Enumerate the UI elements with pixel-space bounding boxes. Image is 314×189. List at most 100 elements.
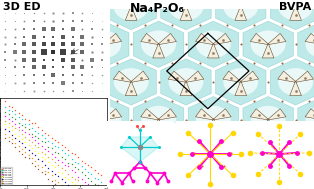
2.0 kHz — [63, 181, 67, 183]
562 Hz — [27, 133, 30, 135]
201 Hz — [20, 118, 24, 121]
Circle shape — [114, 68, 149, 96]
382 Hz — [57, 152, 60, 154]
4.0 kHz — [57, 181, 60, 183]
4.0 kHz — [40, 166, 44, 168]
8.0 kHz — [3, 137, 7, 139]
382 Hz — [50, 147, 54, 149]
100 Hz — [93, 169, 97, 172]
4.0 kHz — [43, 169, 47, 172]
382 Hz — [27, 128, 30, 130]
562 Hz — [43, 148, 47, 150]
Polygon shape — [270, 0, 314, 30]
802 Hz — [33, 144, 37, 146]
100 Hz — [17, 112, 20, 114]
2.0 kHz — [43, 164, 47, 166]
201 Hz — [53, 145, 57, 147]
201 Hz — [14, 113, 17, 115]
100 Hz — [40, 129, 44, 131]
Polygon shape — [196, 109, 214, 120]
Line: 100 Hz: 100 Hz — [5, 101, 102, 175]
Polygon shape — [298, 97, 314, 143]
382 Hz — [63, 158, 67, 160]
4.0 kHz — [7, 136, 11, 138]
802 Hz — [7, 122, 11, 125]
4.0 kHz — [23, 151, 27, 153]
382 Hz — [37, 137, 41, 139]
562 Hz — [73, 171, 77, 174]
100 Hz — [53, 139, 57, 142]
Polygon shape — [86, 109, 105, 120]
Polygon shape — [168, 71, 187, 82]
Polygon shape — [290, 81, 301, 96]
562 Hz — [86, 183, 90, 185]
802 Hz — [76, 179, 80, 182]
Circle shape — [278, 68, 313, 96]
2.0 kHz — [10, 134, 14, 136]
4.0 kHz — [37, 164, 41, 166]
201 Hz — [57, 146, 60, 149]
4.0 kHz — [33, 160, 37, 162]
562 Hz — [76, 176, 80, 178]
Line: 4.0 kHz: 4.0 kHz — [5, 133, 102, 189]
Polygon shape — [212, 33, 231, 45]
562 Hz — [57, 158, 60, 161]
100 Hz — [20, 114, 24, 116]
Polygon shape — [215, 59, 266, 105]
Circle shape — [251, 30, 285, 58]
Polygon shape — [141, 33, 160, 45]
382 Hz — [66, 162, 70, 164]
2.0 kHz — [3, 127, 7, 130]
Line: 1.0 kHz: 1.0 kHz — [5, 124, 102, 189]
1.0 kHz — [53, 166, 57, 168]
382 Hz — [43, 141, 47, 143]
382 Hz — [60, 155, 63, 158]
802 Hz — [53, 161, 57, 163]
Polygon shape — [240, 71, 259, 82]
Circle shape — [196, 106, 231, 133]
8.0 kHz — [37, 167, 41, 170]
Polygon shape — [250, 109, 269, 120]
Polygon shape — [262, 43, 274, 58]
Circle shape — [306, 30, 314, 58]
802 Hz — [23, 136, 27, 138]
1.0 kHz — [27, 144, 30, 146]
2.0 kHz — [40, 160, 44, 162]
802 Hz — [70, 176, 73, 178]
2.0 kHz — [7, 130, 11, 132]
201 Hz — [66, 154, 70, 156]
Polygon shape — [86, 33, 105, 45]
Circle shape — [114, 0, 149, 20]
100 Hz — [23, 118, 27, 120]
382 Hz — [40, 140, 44, 142]
201 Hz — [40, 134, 44, 136]
562 Hz — [40, 145, 44, 147]
Line: 802 Hz: 802 Hz — [5, 120, 102, 189]
Polygon shape — [295, 71, 313, 82]
Polygon shape — [180, 5, 192, 20]
201 Hz — [93, 177, 97, 179]
Polygon shape — [212, 109, 231, 120]
Text: 3D ED: 3D ED — [3, 2, 41, 12]
562 Hz — [80, 178, 84, 180]
201 Hz — [17, 116, 20, 118]
8.0 kHz — [30, 162, 34, 164]
201 Hz — [86, 171, 90, 173]
Polygon shape — [98, 119, 110, 133]
802 Hz — [27, 139, 30, 141]
100 Hz — [46, 134, 50, 137]
1.0 kHz — [30, 147, 34, 149]
201 Hz — [7, 108, 11, 111]
201 Hz — [76, 162, 80, 165]
562 Hz — [63, 164, 67, 166]
562 Hz — [23, 131, 27, 133]
4.0 kHz — [20, 148, 24, 150]
802 Hz — [10, 125, 14, 127]
100 Hz — [57, 141, 60, 143]
8.0 kHz — [40, 171, 44, 173]
100 Hz — [27, 119, 30, 121]
Polygon shape — [133, 21, 184, 67]
Polygon shape — [185, 0, 204, 7]
382 Hz — [70, 162, 73, 165]
2.0 kHz — [53, 173, 57, 175]
